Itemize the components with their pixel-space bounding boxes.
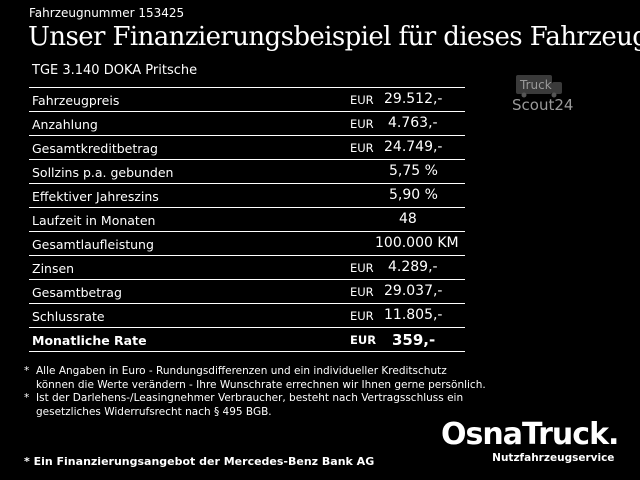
row-label: Fahrzeugpreis — [32, 93, 120, 108]
bank-note: * Ein Finanzierungsangebot der Mercedes-… — [24, 455, 375, 468]
table-row-total-mileage: Gesamtlaufleistung 100.000 KM — [29, 232, 465, 256]
row-label: Anzahlung — [32, 117, 98, 132]
truckscout24-logo: Truck Scout24 — [512, 75, 573, 114]
row-currency: EUR — [350, 93, 374, 107]
footnote-marker: * — [24, 365, 30, 377]
footnote-line: Ist der Darlehens-/Leasingnehmer Verbrau… — [36, 392, 464, 404]
row-value: 29.512,- — [384, 91, 443, 107]
osnatruck-wordmark: OsnaTruck. — [441, 417, 619, 452]
osnatruck-logo: OsnaTruck. Nutzfahrzeugservice — [441, 417, 619, 465]
table-row-loan-amount: Gesamtkreditbetrag EUR 24.749,- — [29, 136, 465, 160]
row-label: Gesamtbetrag — [32, 285, 122, 300]
row-value: 5,90 % — [389, 187, 438, 203]
page-title: Unser Finanzierungsbeispiel für dieses F… — [28, 22, 640, 52]
row-value: 100.000 KM — [375, 235, 459, 251]
table-row-vehicle-price: Fahrzeugpreis EUR 29.512,- — [29, 88, 465, 112]
row-currency: EUR — [350, 141, 374, 155]
row-label: Laufzeit in Monaten — [32, 213, 156, 228]
row-currency: EUR — [350, 261, 374, 275]
row-label: Sollzins p.a. gebunden — [32, 165, 174, 180]
table-row-effective-rate: Effektiver Jahreszins 5,90 % — [29, 184, 465, 208]
truckscout-line2: Scout24 — [512, 96, 573, 114]
row-label: Schlussrate — [32, 309, 105, 324]
table-row-down-payment: Anzahlung EUR 4.763,- — [29, 112, 465, 136]
footnotes: * Alle Angaben in Euro - Rundungsdiffere… — [24, 365, 486, 419]
row-label: Zinsen — [32, 261, 75, 276]
table-row-interest: Zinsen EUR 4.289,- — [29, 256, 465, 280]
row-value: 5,75 % — [389, 163, 438, 179]
table-row-term-months: Laufzeit in Monaten 48 — [29, 208, 465, 232]
row-value: 359,- — [392, 331, 436, 349]
vehicle-number: Fahrzeugnummer 153425 — [29, 6, 185, 20]
row-label: Gesamtlaufleistung — [32, 237, 154, 252]
table-row-final-installment: Schlussrate EUR 11.805,- — [29, 304, 465, 328]
row-value: 24.749,- — [384, 139, 443, 155]
row-value: 11.805,- — [384, 307, 443, 323]
osnatruck-subtitle: Nutzfahrzeugservice — [492, 452, 615, 464]
footnote-rounding: * Alle Angaben in Euro - Rundungsdiffere… — [24, 365, 486, 392]
financing-table: Fahrzeugpreis EUR 29.512,- Anzahlung EUR… — [29, 87, 465, 352]
table-row-total-amount: Gesamtbetrag EUR 29.037,- — [29, 280, 465, 304]
footnote-marker: * — [24, 392, 30, 404]
row-currency: EUR — [350, 309, 374, 323]
row-label: Monatliche Rate — [32, 333, 147, 348]
row-value: 4.763,- — [388, 115, 438, 131]
truckscout-line1: Truck — [519, 78, 552, 92]
row-label: Effektiver Jahreszins — [32, 189, 159, 204]
row-value: 4.289,- — [388, 259, 438, 275]
row-value: 48 — [399, 211, 417, 227]
table-row-nominal-rate: Sollzins p.a. gebunden 5,75 % — [29, 160, 465, 184]
vehicle-model: TGE 3.140 DOKA Pritsche — [32, 63, 198, 78]
footnote-line: Alle Angaben in Euro - Rundungsdifferenz… — [36, 365, 447, 377]
row-currency: EUR — [350, 285, 374, 299]
row-label: Gesamtkreditbetrag — [32, 141, 158, 156]
row-currency: EUR — [350, 333, 377, 347]
footnote-withdrawal: * Ist der Darlehens-/Leasingnehmer Verbr… — [24, 392, 486, 419]
table-row-monthly-rate: Monatliche Rate EUR 359,- — [29, 328, 465, 352]
footnote-line: gesetzliches Widerrufsrecht nach § 495 B… — [36, 405, 272, 418]
row-value: 29.037,- — [384, 283, 443, 299]
row-currency: EUR — [350, 117, 374, 131]
footnote-line: können die Werte verändern - Ihre Wunsch… — [36, 378, 486, 391]
